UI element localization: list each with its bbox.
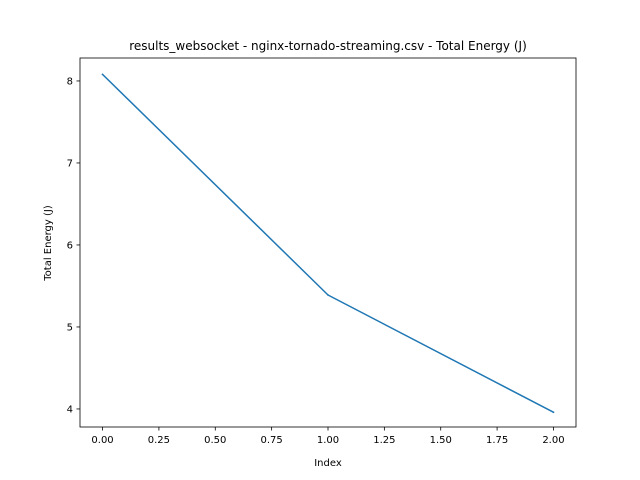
x-tick-label: 1.75 (486, 435, 508, 446)
data-point-0-2 (552, 411, 555, 414)
y-tick-label: 4 (67, 404, 73, 415)
x-tick-label: 0.75 (261, 435, 283, 446)
y-tick-label: 6 (67, 240, 73, 251)
plot-area: 0.00 0.25 0.50 0.75 1.00 1.25 1.50 1.75 2.00 4 5 6 7… (67, 57, 577, 446)
data-point-0-1 (327, 294, 329, 296)
x-tick-label: 0.50 (204, 435, 226, 446)
x-tick-label: 0.25 (148, 435, 170, 446)
y-tick-label: 8 (67, 76, 73, 87)
x-tick-label: 0.00 (91, 435, 113, 446)
x-axis-label: Index (314, 458, 342, 469)
y-axis-label: Total Energy (J) (43, 205, 54, 282)
y-tick-label: 7 (67, 158, 73, 169)
x-tick-label: 1.50 (430, 435, 452, 446)
y-tick-label: 5 (67, 322, 73, 333)
x-tick-label: 1.25 (373, 435, 395, 446)
x-tick-label: 1.00 (317, 435, 339, 446)
chart-title: results_websocket - nginx-tornado-stream… (129, 39, 527, 53)
data-point-0-0 (101, 73, 104, 76)
x-tick-label: 2.00 (542, 435, 564, 446)
